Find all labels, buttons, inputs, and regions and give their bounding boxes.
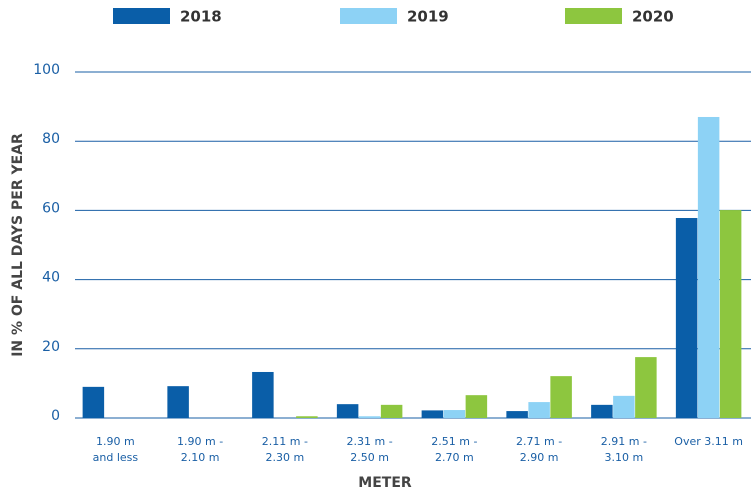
legend-swatch: [113, 8, 170, 24]
x-tick-label: 2.70 m: [435, 451, 474, 464]
x-tick-label: Over 3.11 m: [674, 435, 743, 448]
y-tick-label: 20: [42, 339, 60, 355]
bar: [635, 357, 657, 418]
bar: [506, 411, 528, 418]
y-tick-label: 0: [51, 408, 60, 424]
bar: [443, 410, 466, 418]
legend-swatch: [340, 8, 397, 24]
legend-label: 2020: [632, 8, 674, 26]
legend-swatch: [565, 8, 622, 24]
x-tick-label: 2.51 m -: [431, 435, 477, 448]
bar: [421, 410, 444, 418]
bar: [465, 395, 488, 418]
bar: [719, 210, 742, 418]
bar: [380, 404, 403, 418]
legend-label: 2019: [407, 8, 449, 26]
y-tick-label: 100: [33, 62, 60, 78]
bar: [336, 404, 359, 418]
x-tick-label: and less: [93, 451, 139, 464]
y-axis-label: IN % OF ALL DAYS PER YEAR: [10, 133, 26, 357]
bar: [591, 404, 613, 418]
x-tick-label: 2.90 m: [520, 451, 559, 464]
x-tick-label: 2.10 m: [181, 451, 220, 464]
x-tick-label: 1.90 m -: [177, 435, 223, 448]
x-axis-label: METER: [358, 475, 412, 490]
bar: [167, 386, 189, 418]
legend-label: 2018: [180, 8, 222, 26]
x-tick-label: 2.91 m -: [601, 435, 647, 448]
bar: [528, 402, 550, 418]
y-tick-label: 80: [42, 131, 60, 147]
x-tick-label: 1.90 m: [96, 435, 135, 448]
x-tick-label: 2.71 m -: [516, 435, 562, 448]
x-tick-label: 2.50 m: [350, 451, 389, 464]
x-tick-label: 2.30 m: [266, 451, 305, 464]
bar: [296, 416, 318, 418]
bar: [613, 395, 635, 418]
x-tick-label: 3.10 m: [605, 451, 644, 464]
bar: [550, 376, 572, 418]
bar: [82, 386, 105, 418]
x-tick-label: 2.11 m -: [262, 435, 308, 448]
y-tick-label: 40: [42, 270, 60, 286]
bar: [697, 116, 720, 418]
y-tick-label: 60: [42, 200, 60, 216]
x-tick-label: 2.31 m -: [347, 435, 393, 448]
bar: [675, 218, 698, 418]
bar: [358, 416, 381, 418]
bar: [252, 371, 274, 418]
